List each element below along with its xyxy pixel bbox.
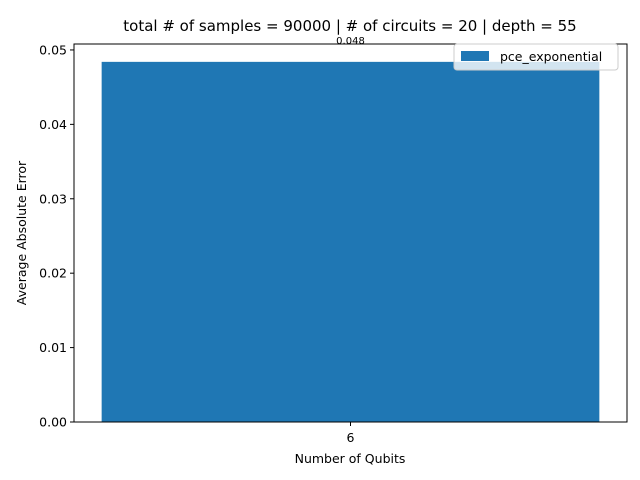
y-tick-label: 0.02 <box>39 266 67 281</box>
legend: pce_exponential <box>453 43 619 71</box>
x-tick-label: 6 <box>347 430 355 445</box>
y-tick-label: 0.05 <box>39 42 67 57</box>
y-axis-label: Average Absolute Error <box>14 160 29 305</box>
legend-label: pce_exponential <box>500 49 602 64</box>
y-tick-label: 0.00 <box>39 415 67 430</box>
legend-frame <box>453 43 619 71</box>
y-tick-label: 0.04 <box>39 117 67 132</box>
y-tick-label: 0.01 <box>39 340 67 355</box>
y-tick-label: 0.03 <box>39 191 67 206</box>
bar <box>101 61 600 422</box>
bar-value-label: 0.048 <box>336 36 365 47</box>
x-axis-label: Number of Qubits <box>295 451 406 466</box>
chart-title: total # of samples = 90000 | # of circui… <box>123 17 576 35</box>
legend-swatch <box>461 51 489 61</box>
plot-area: 0.048 0.00 0.01 0.02 0.03 0.04 0.05 6 <box>39 36 628 445</box>
